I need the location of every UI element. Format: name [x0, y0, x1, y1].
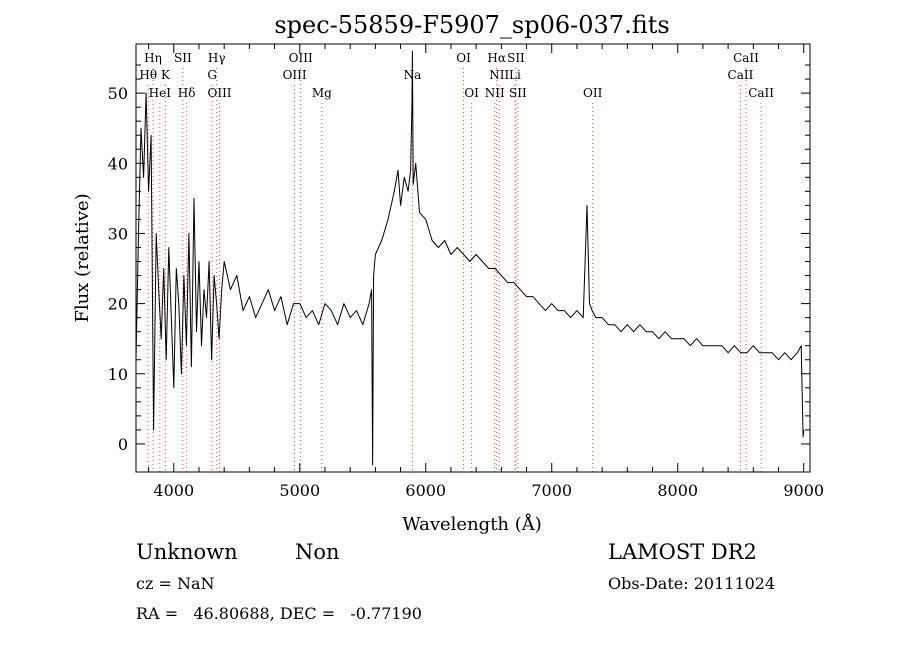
marker-label-18: Li	[509, 68, 521, 82]
marker-label-13: OI	[456, 51, 471, 65]
marker-label-2: K	[161, 68, 171, 82]
y-tick-label-0: 0	[118, 435, 128, 454]
y-tick-label-40: 40	[108, 154, 128, 173]
marker-label-24: CaII	[748, 86, 774, 100]
marker-label-14: OI	[464, 86, 479, 100]
marker-label-16: SII	[507, 51, 525, 65]
x-tick-label-7000: 7000	[531, 481, 572, 500]
spectrum-line-0	[135, 50, 805, 466]
marker-label-9: OIII	[289, 51, 313, 65]
chart-title: spec-55859-F5907_sp06-037.fits	[274, 11, 669, 39]
marker-label-5: Hδ	[178, 86, 196, 100]
marker-label-4: SII	[174, 51, 192, 65]
x-tick-label-8000: 8000	[657, 481, 698, 500]
y-tick-label-20: 20	[108, 295, 128, 314]
axis-ticks: 4000 5000 6000 7000 8000 9000 0 10 20 30 40 50	[108, 44, 824, 500]
survey-name: LAMOST DR2	[608, 540, 757, 564]
spectrum-series	[135, 50, 805, 466]
y-tick-label-30: 30	[108, 224, 128, 243]
marker-label-6: Hγ	[208, 51, 226, 65]
marker-label-11: Mg	[312, 86, 332, 100]
y-tick-label-50: 50	[108, 84, 128, 103]
x-tick-label-6000: 6000	[405, 481, 446, 500]
marker-label-10: OIII	[283, 68, 307, 82]
marker-label-19: NII	[485, 86, 505, 100]
marker-label-8: OIII	[207, 86, 231, 100]
plot-frame	[135, 43, 811, 473]
marker-label-20: SII	[509, 86, 527, 100]
y-axis-label: Flux (relative)	[72, 193, 93, 322]
marker-label-7: G	[207, 68, 217, 82]
redshift-cz: cz = NaN	[136, 574, 215, 593]
x-axis-label: Wavelength (Å)	[402, 513, 542, 535]
marker-label-22: CaII	[733, 51, 759, 65]
marker-label-1: Hθ	[139, 68, 157, 82]
marker-label-17: NII	[489, 68, 509, 82]
sky-coordinates: RA = 46.80688, DEC = -0.77190	[136, 604, 422, 623]
marker-label-15: Hα	[487, 51, 506, 65]
x-tick-label-9000: 9000	[783, 481, 824, 500]
x-tick-label-5000: 5000	[279, 481, 320, 500]
x-tick-label-4000: 4000	[153, 481, 194, 500]
object-subclass: Non	[295, 540, 340, 564]
observation-date: Obs-Date: 20111024	[608, 574, 776, 593]
marker-label-3: HeI	[149, 86, 172, 100]
object-class: Unknown	[136, 540, 238, 564]
y-tick-label-10: 10	[108, 365, 128, 384]
marker-label-0: Hη	[144, 51, 162, 65]
marker-label-21: OII	[583, 86, 603, 100]
marker-label-23: CaII	[728, 68, 754, 82]
